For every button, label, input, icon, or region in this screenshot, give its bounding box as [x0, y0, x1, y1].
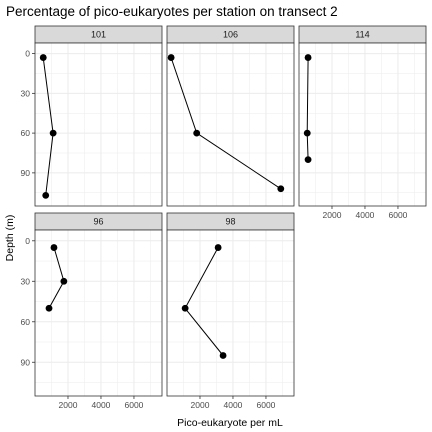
x-tick-label: 2000 — [191, 400, 210, 410]
facet-strip-label: 98 — [225, 217, 235, 227]
facet-strip-label: 101 — [91, 30, 106, 40]
facet-panel-101: 101 0 30 60 90 — [21, 25, 163, 207]
panel-border — [298, 42, 427, 207]
y-tick-label: 90 — [21, 168, 31, 178]
x-tick-label: 6000 — [257, 400, 276, 410]
data-point — [193, 129, 201, 137]
data-point — [277, 185, 285, 193]
y-tick-label: 30 — [21, 88, 31, 98]
x-tick-label: 4000 — [92, 400, 111, 410]
facet-panel-114: 114 2000 4000 6000 — [298, 25, 427, 220]
y-axis-label: Depth (m) — [4, 215, 16, 262]
data-point — [167, 54, 175, 61]
y-tick-label: 60 — [21, 128, 31, 138]
y-tick-label: 60 — [21, 317, 31, 327]
x-tick-label: 2000 — [59, 400, 78, 410]
x-axis-label: Pico-eukaryote per mL — [177, 417, 283, 429]
data-point — [49, 129, 57, 137]
chart-title: Percentage of pico-eukaryotes per statio… — [6, 4, 338, 19]
facet-panel-106: 106 — [166, 25, 295, 207]
panel-background — [167, 43, 294, 206]
data-point — [303, 129, 311, 137]
facet-panels: 101 0 30 60 90 106 114 2000 4000 6000 96 0 30 60 90 200… — [21, 25, 427, 410]
x-tick-label: 2000 — [323, 210, 342, 220]
data-point — [219, 352, 227, 359]
data-point — [45, 304, 53, 312]
facet-strip-label: 96 — [93, 217, 103, 227]
panel-border — [34, 42, 163, 207]
panel-background — [35, 230, 162, 396]
panel-border — [34, 229, 163, 397]
x-tick-label: 6000 — [125, 400, 144, 410]
facet-panel-96: 96 0 30 60 90 2000 4000 6000 — [21, 212, 163, 410]
data-point — [50, 244, 58, 251]
data-point — [214, 244, 222, 251]
panel-border — [166, 42, 295, 207]
x-tick-label: 4000 — [356, 210, 375, 220]
facet-panel-98: 98 2000 4000 6000 — [166, 212, 295, 410]
facet-strip-label: 114 — [355, 30, 369, 40]
y-tick-label: 0 — [25, 49, 30, 59]
facet-strip-label: 106 — [223, 30, 238, 40]
data-point — [39, 54, 47, 61]
data-point — [42, 191, 50, 199]
data-point — [304, 156, 312, 164]
panel-background — [299, 43, 426, 206]
y-tick-label: 30 — [21, 276, 31, 286]
data-point — [304, 54, 312, 61]
data-point — [181, 304, 189, 312]
x-tick-label: 4000 — [224, 400, 243, 410]
data-point — [60, 277, 68, 285]
panel-border — [166, 229, 295, 397]
y-tick-label: 90 — [21, 357, 31, 367]
panel-background — [35, 43, 162, 206]
panel-background — [167, 230, 294, 396]
y-tick-label: 0 — [25, 236, 30, 246]
x-tick-label: 6000 — [389, 210, 408, 220]
